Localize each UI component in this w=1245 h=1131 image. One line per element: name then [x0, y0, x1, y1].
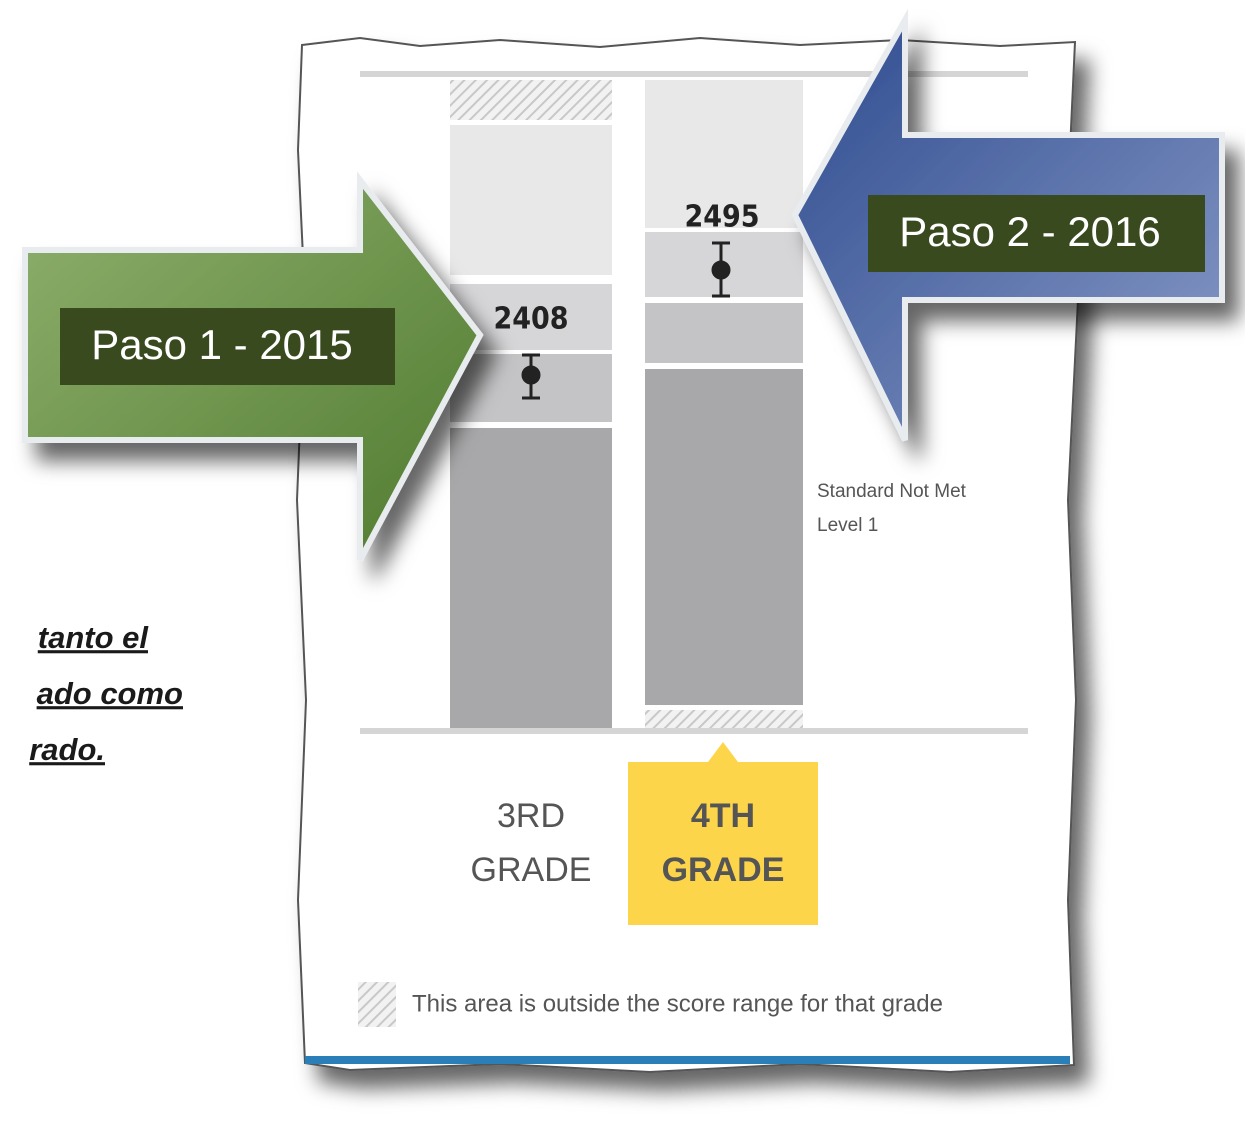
out-of-range	[450, 80, 612, 120]
side-text: ado como	[37, 676, 183, 711]
grade-label: 3RD	[497, 797, 565, 835]
level-band	[645, 303, 803, 363]
level-label: Level 1	[817, 515, 878, 536]
level-band	[450, 428, 612, 728]
error-bar	[521, 353, 541, 400]
level-band	[450, 125, 612, 275]
bottom-strip	[305, 1056, 1070, 1064]
legend-text: This area is outside the score range for…	[412, 990, 943, 1017]
grade-label: GRADE	[471, 851, 592, 889]
level-band	[645, 369, 803, 705]
annotation: Paso 1 - 2015	[91, 321, 353, 368]
level-label: Standard Not Met	[817, 481, 967, 502]
score: 2408	[493, 302, 568, 337]
annotation-box	[868, 195, 1205, 272]
side-text: rado.	[29, 732, 105, 767]
error-bar	[711, 241, 731, 298]
grade-label: 4TH	[691, 797, 755, 835]
selected-grade	[628, 742, 818, 925]
legend-swatch	[358, 982, 396, 1027]
score: 2495	[684, 200, 759, 235]
annotation: Paso 2 - 2016	[899, 208, 1161, 255]
side-text: tanto el	[38, 620, 150, 655]
level-band	[645, 80, 803, 228]
grade-label: GRADE	[662, 851, 785, 889]
out-of-range	[645, 710, 803, 728]
annotation-box	[60, 308, 395, 385]
